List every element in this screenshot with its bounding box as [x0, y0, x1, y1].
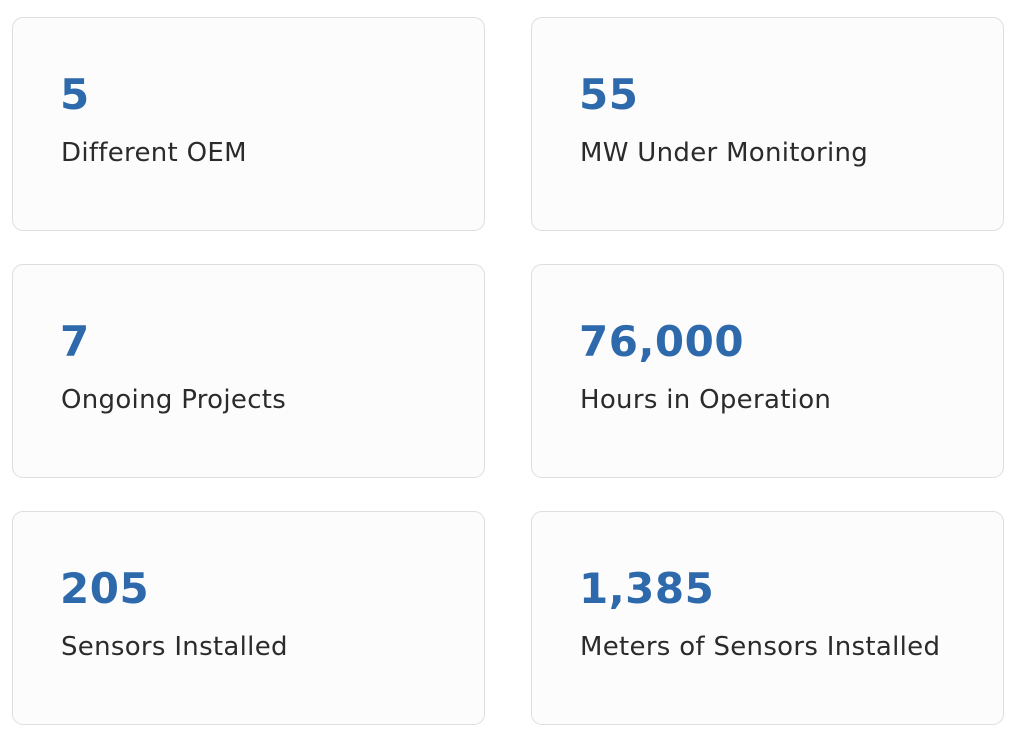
- stat-card: 205 Sensors Installed: [12, 511, 485, 725]
- stat-value: 76,000: [579, 317, 745, 366]
- stat-value: 55: [579, 70, 639, 119]
- stat-value: 7: [60, 317, 90, 366]
- stat-label: Meters of Sensors Installed: [580, 632, 941, 662]
- stat-label: Ongoing Projects: [61, 385, 287, 415]
- stat-label: Hours in Operation: [580, 385, 832, 415]
- stat-label: MW Under Monitoring: [580, 138, 869, 168]
- stat-value: 1,385: [579, 564, 715, 613]
- stat-card: 5 Different OEM: [12, 17, 485, 231]
- stat-card: 7 Ongoing Projects: [12, 264, 485, 478]
- stat-label: Sensors Installed: [61, 632, 288, 662]
- stat-card: 76,000 Hours in Operation: [531, 264, 1004, 478]
- stat-value: 205: [60, 564, 150, 613]
- stat-value: 5: [60, 70, 90, 119]
- stat-card: 1,385 Meters of Sensors Installed: [531, 511, 1004, 725]
- stat-label: Different OEM: [61, 138, 247, 168]
- stat-card: 55 MW Under Monitoring: [531, 17, 1004, 231]
